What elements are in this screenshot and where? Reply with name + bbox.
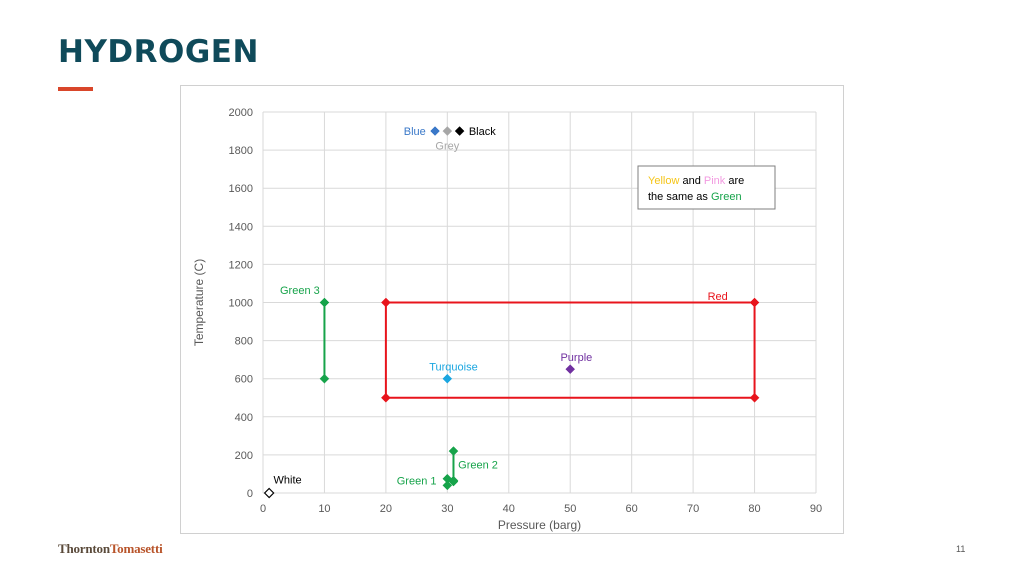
annotation-green-3: Green 3 bbox=[280, 285, 320, 297]
data-point-green-3 bbox=[319, 297, 330, 308]
y-tick-label: 200 bbox=[235, 450, 253, 462]
y-tick-label: 0 bbox=[247, 488, 253, 500]
y-tick-label: 1800 bbox=[229, 145, 253, 157]
y-tick-label: 1000 bbox=[229, 298, 253, 310]
y-tick-label: 1400 bbox=[229, 221, 253, 233]
note-text-span: Pink bbox=[704, 175, 726, 187]
data-point-green-3 bbox=[319, 373, 330, 384]
x-tick-label: 50 bbox=[564, 503, 576, 515]
slide-title: HYDROGEN bbox=[58, 34, 259, 70]
x-tick-label: 10 bbox=[318, 503, 330, 515]
x-axis-label: Pressure (barg) bbox=[498, 518, 581, 532]
note-box bbox=[637, 165, 776, 210]
data-point-blue bbox=[430, 126, 440, 136]
note-text-span: Yellow bbox=[648, 175, 679, 187]
y-tick-label: 800 bbox=[235, 336, 253, 348]
y-tick-label: 1200 bbox=[229, 259, 253, 271]
note-text-span: are bbox=[725, 175, 744, 187]
annotation-purple: Purple bbox=[560, 352, 592, 364]
data-point-red bbox=[749, 392, 760, 403]
logo-text-part2: Tomasetti bbox=[109, 541, 163, 556]
data-point-red bbox=[381, 297, 391, 308]
annotation-green-2: Green 2 bbox=[458, 459, 498, 471]
y-tick-label: 2000 bbox=[229, 107, 253, 119]
x-tick-label: 0 bbox=[260, 503, 266, 515]
annotation-blue: Blue bbox=[404, 126, 426, 138]
annotation-grey: Grey bbox=[435, 140, 459, 152]
scatter-chart: 0 10 20 30 40 50 60 70 80 90 0 200 400 600 800 1000 1200… bbox=[192, 107, 822, 532]
x-tick-label: 70 bbox=[687, 503, 699, 515]
data-point-grey bbox=[442, 126, 453, 136]
chart-frame: 0 10 20 30 40 50 60 70 80 90 0 200 400 600 800 1000 1200… bbox=[180, 85, 844, 534]
y-tick-label: 600 bbox=[235, 374, 253, 386]
annotation-red: Red bbox=[708, 291, 728, 303]
data-point-turquoise bbox=[442, 373, 453, 384]
logo-text-part1: Thornton bbox=[58, 541, 110, 556]
data-point-green-2 bbox=[448, 446, 459, 456]
x-tick-label: 90 bbox=[810, 503, 822, 515]
note-text-span: and bbox=[679, 175, 703, 187]
annotation-white: White bbox=[274, 475, 302, 487]
data-point-red bbox=[381, 392, 391, 403]
annotation-turquoise: Turquoise bbox=[429, 361, 478, 373]
annotation-black: Black bbox=[469, 126, 496, 138]
page-number: 11 bbox=[956, 544, 966, 554]
company-logo: ThorntonTomasetti bbox=[58, 541, 163, 557]
data-point-white bbox=[263, 487, 275, 499]
x-tick-label: 30 bbox=[441, 503, 453, 515]
note-text-span: the same as bbox=[648, 191, 711, 203]
y-tick-label: 1600 bbox=[229, 183, 253, 195]
x-tick-label: 20 bbox=[380, 503, 392, 515]
note-text-line: Yellow and Pink are bbox=[648, 175, 744, 187]
y-axis-label: Temperature (C) bbox=[192, 259, 206, 346]
annotation-green-1: Green 1 bbox=[397, 476, 437, 488]
title-accent-bar bbox=[58, 87, 93, 91]
x-tick-label: 60 bbox=[626, 503, 638, 515]
data-point-green-1 bbox=[442, 480, 453, 491]
note-text-line: the same as Green bbox=[648, 191, 742, 203]
x-tick-label: 80 bbox=[748, 503, 760, 515]
data-point-black bbox=[454, 126, 465, 136]
data-point-green-1 bbox=[448, 475, 459, 486]
data-point-purple bbox=[565, 364, 576, 375]
note-text-span: Green bbox=[711, 191, 742, 203]
x-tick-label: 40 bbox=[503, 503, 515, 515]
y-tick-label: 400 bbox=[235, 412, 253, 424]
data-point-red bbox=[749, 297, 760, 308]
